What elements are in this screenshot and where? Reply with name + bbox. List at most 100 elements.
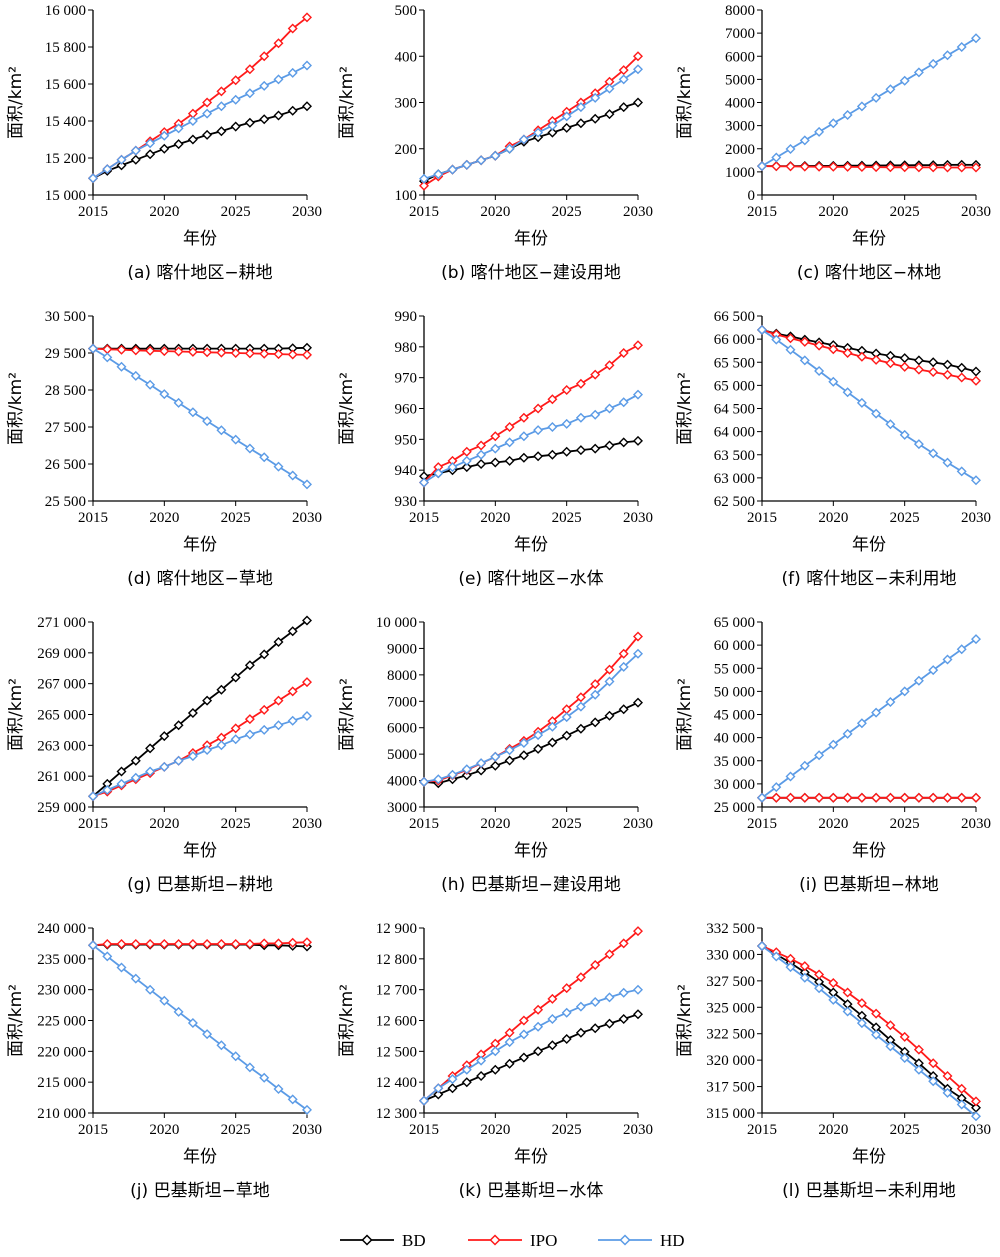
data-point-ipo <box>130 939 141 949</box>
data-point-ipo <box>490 431 501 442</box>
data-point-ipo <box>575 972 586 983</box>
data-point-bd <box>518 1052 529 1063</box>
data-point-bd <box>518 750 529 761</box>
chart-panel-a: 15 000 15 200 15 400 15 600 15 800 16 000 2015… <box>6 3 322 283</box>
chart-panel-l: 315 000 317 500 320 000 322 500 325 000 327 5… <box>675 921 991 1201</box>
panel-caption: (j) 巴基斯坦−草地 <box>130 1181 270 1201</box>
data-point-hd <box>899 75 910 86</box>
data-point-ipo <box>547 993 558 1004</box>
data-point-ipo <box>145 345 156 356</box>
x-axis-label: 年份 <box>514 1147 548 1167</box>
data-point-hd <box>518 1029 529 1040</box>
y-tick-label: 210 000 <box>37 1106 86 1122</box>
y-tick-label: 15 000 <box>45 188 86 204</box>
data-point-hd <box>533 1021 544 1032</box>
x-tick-label: 2020 <box>149 1122 179 1138</box>
data-point-ipo <box>971 375 981 386</box>
data-point-hd <box>885 1041 896 1052</box>
data-point-hd <box>230 94 241 105</box>
data-point-ipo <box>273 938 284 949</box>
data-point-hd <box>287 1094 298 1105</box>
data-point-hd <box>244 443 255 454</box>
legend-marker <box>619 1234 631 1246</box>
data-point-hd <box>504 143 515 154</box>
y-tick-label: 15 600 <box>45 77 86 93</box>
data-point-bd <box>259 114 270 125</box>
data-point-ipo <box>259 938 270 949</box>
y-tick-label: 55 000 <box>714 661 755 677</box>
data-point-hd <box>799 972 810 983</box>
y-axis-label: 面积/km² <box>6 984 26 1057</box>
data-point-hd <box>273 1084 284 1094</box>
data-point-ipo <box>842 987 853 998</box>
data-point-hd <box>547 422 558 432</box>
data-point-hd <box>504 437 515 448</box>
series-line-bd <box>92 619 308 797</box>
series-group <box>419 631 643 789</box>
data-point-bd <box>302 615 312 626</box>
data-point-ipo <box>173 939 184 949</box>
series-line-ipo <box>423 344 639 484</box>
legend-item-hd: HD <box>598 1231 685 1250</box>
data-point-bd <box>287 105 298 116</box>
y-tick-label: 45 000 <box>714 708 755 724</box>
data-point-bd <box>287 626 298 637</box>
data-point-bd <box>216 126 227 137</box>
data-point-hd <box>116 361 127 372</box>
data-point-hd <box>202 416 213 427</box>
data-point-hd <box>447 769 458 780</box>
data-point-hd <box>942 50 953 61</box>
data-point-hd <box>590 409 601 420</box>
data-point-ipo <box>856 162 867 172</box>
data-point-ipo <box>130 345 141 356</box>
data-point-hd <box>618 661 629 672</box>
series-line-hd <box>92 715 308 798</box>
x-axis-label: 年份 <box>514 229 548 249</box>
data-point-hd <box>856 1018 867 1029</box>
data-point-hd <box>419 776 429 787</box>
x-tick-label: 2020 <box>149 816 179 832</box>
data-point-hd <box>842 1006 853 1017</box>
data-point-bd <box>956 362 967 373</box>
data-point-hd <box>130 145 141 156</box>
data-point-hd <box>757 941 767 951</box>
x-tick-label: 2030 <box>292 1122 322 1138</box>
data-point-hd <box>871 408 882 419</box>
data-point-hd <box>461 159 472 170</box>
data-point-hd <box>433 1083 444 1094</box>
x-tick-label: 2030 <box>623 510 653 526</box>
data-point-hd <box>590 92 601 103</box>
y-tick-label: 12 700 <box>376 983 417 999</box>
data-point-hd <box>942 457 953 468</box>
series-group <box>757 33 981 173</box>
x-tick-label: 2020 <box>480 816 510 832</box>
series-line-bd <box>92 105 308 180</box>
data-point-bd <box>547 737 558 748</box>
x-tick-label: 2025 <box>890 1122 920 1138</box>
y-tick-label: 235 000 <box>37 952 86 968</box>
y-tick-label: 64 000 <box>714 425 755 441</box>
data-point-bd <box>490 1064 501 1075</box>
data-point-bd <box>913 355 924 366</box>
y-tick-label: 100 <box>395 188 418 204</box>
data-point-hd <box>799 760 810 771</box>
legend-item-bd: BD <box>340 1231 426 1250</box>
x-tick-label: 2025 <box>221 816 251 832</box>
data-point-hd <box>771 951 782 962</box>
data-point-ipo <box>956 792 967 803</box>
data-point-hd <box>842 728 853 739</box>
data-point-hd <box>618 74 629 85</box>
data-point-bd <box>590 1023 601 1034</box>
y-tick-label: 263 000 <box>37 738 86 754</box>
data-point-ipo <box>273 38 284 49</box>
data-point-bd <box>230 672 241 683</box>
data-point-ipo <box>799 961 810 972</box>
series-group <box>757 941 981 1121</box>
data-point-hd <box>814 126 825 137</box>
data-point-bd <box>476 765 487 776</box>
data-point-hd <box>173 755 184 766</box>
data-point-bd <box>575 723 586 734</box>
data-point-bd <box>159 731 170 742</box>
x-axis-label: 年份 <box>183 841 217 861</box>
data-point-bd <box>302 101 312 112</box>
